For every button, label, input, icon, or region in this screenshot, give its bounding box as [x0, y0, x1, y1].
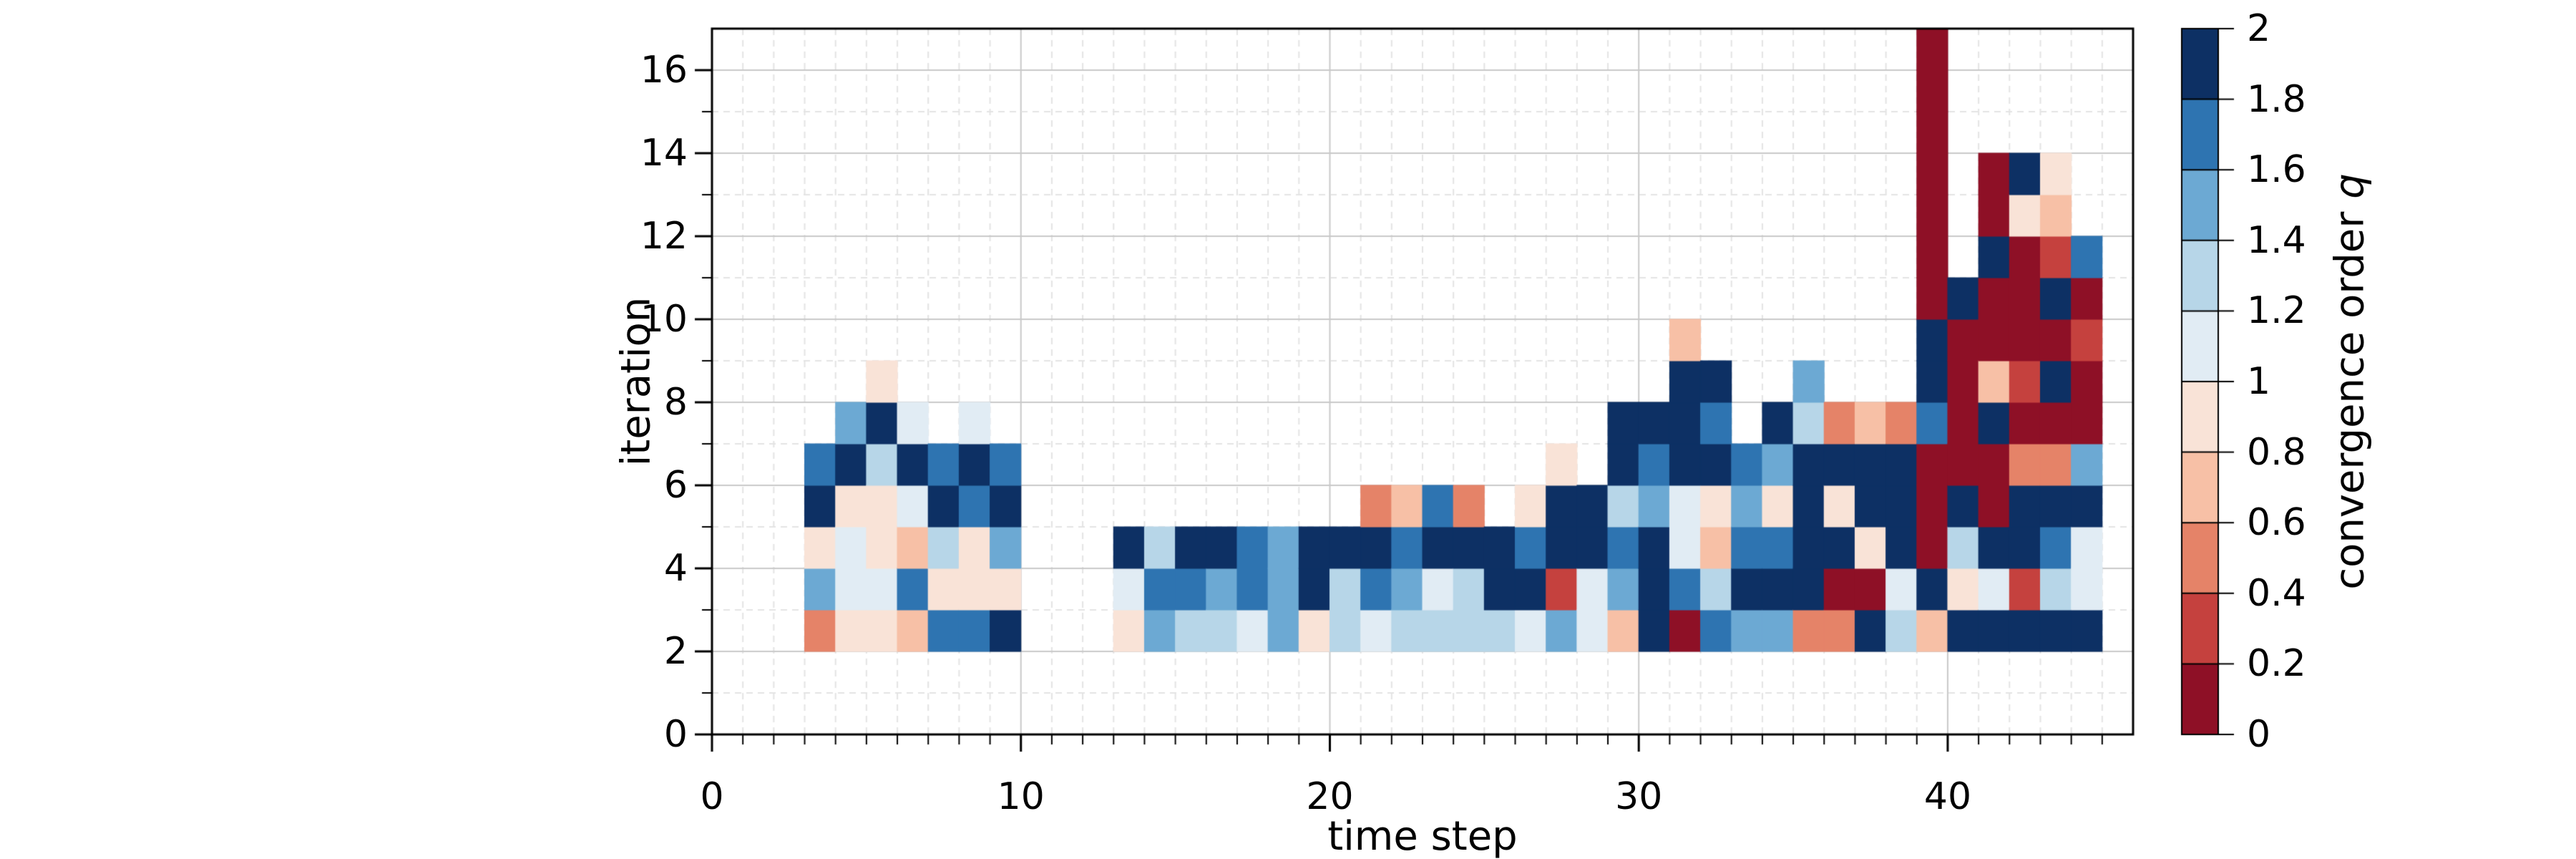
x-tick-label: 10: [997, 775, 1045, 818]
x-tick-label: 20: [1306, 775, 1354, 818]
plot-area: [712, 29, 2133, 734]
colorbar-tick-label: 0: [2247, 713, 2271, 756]
x-tick-label: 0: [700, 775, 724, 818]
y-tick-label: 14: [640, 132, 688, 175]
x-tick-label: 30: [1615, 775, 1663, 818]
colorbar-tick-label: 1.4: [2247, 218, 2306, 262]
colorbar-tick-label: 0.4: [2247, 571, 2306, 615]
y-tick-label: 4: [663, 547, 688, 590]
colorbar-tick-label: 1.2: [2247, 289, 2306, 333]
y-tick-label: 0: [663, 713, 688, 756]
colorbar-label-text: convergence order: [2326, 198, 2373, 590]
colorbar-tick-label: 1.8: [2247, 77, 2306, 121]
y-tick-label: 16: [640, 49, 688, 92]
y-tick-label: 6: [663, 464, 688, 507]
y-tick-label: 8: [663, 381, 688, 424]
y-axis-label: iteration: [613, 296, 660, 467]
y-tick-label: 2: [663, 630, 688, 673]
colorbar: [2182, 29, 2218, 734]
colorbar-tick-label: 0.8: [2247, 430, 2306, 474]
x-tick-label: 40: [1923, 775, 1972, 818]
x-axis-label: time step: [1327, 813, 1518, 859]
colorbar-tick-label: 2: [2247, 7, 2271, 50]
colorbar-tick-label: 0.6: [2247, 501, 2306, 545]
colorbar-tick-label: 0.2: [2247, 642, 2306, 686]
colorbar-tick-label: 1: [2247, 360, 2271, 403]
y-tick-label: 12: [640, 215, 688, 258]
colorbar-tick-label: 1.6: [2247, 148, 2306, 192]
colorbar-label: convergence order q: [2327, 173, 2373, 589]
y-tick-label: 10: [640, 298, 688, 341]
colorbar-label-variable: q: [2326, 173, 2373, 199]
